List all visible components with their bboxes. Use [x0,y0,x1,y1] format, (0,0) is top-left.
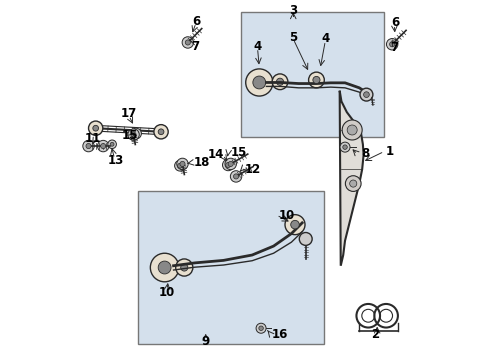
Text: 7: 7 [390,41,398,54]
Text: 11: 11 [85,132,101,145]
Text: 4: 4 [253,40,262,53]
Text: 13: 13 [108,154,124,167]
Circle shape [110,142,114,146]
Circle shape [340,142,350,152]
Text: 16: 16 [272,328,288,341]
Circle shape [234,174,239,179]
Circle shape [131,132,136,137]
Circle shape [347,125,357,135]
Circle shape [345,176,361,192]
Circle shape [313,76,320,84]
Text: 8: 8 [361,147,369,160]
Circle shape [181,264,188,271]
Text: 7: 7 [191,40,199,53]
Circle shape [225,158,237,170]
Circle shape [128,129,139,140]
Text: 6: 6 [391,16,399,29]
Circle shape [180,161,185,166]
Circle shape [390,42,395,47]
Circle shape [176,259,193,276]
Circle shape [89,121,103,135]
Circle shape [83,140,94,152]
Circle shape [158,129,164,135]
Text: 14: 14 [207,148,223,161]
Circle shape [158,261,171,274]
Circle shape [291,220,299,229]
Circle shape [364,92,369,98]
Text: 4: 4 [321,32,329,45]
Circle shape [108,140,117,149]
Circle shape [299,233,312,246]
Bar [138,191,323,344]
Circle shape [177,158,188,170]
Circle shape [343,145,347,149]
Circle shape [272,74,288,90]
Circle shape [285,215,305,235]
Text: 15: 15 [122,129,138,142]
Text: 15: 15 [231,146,247,159]
Text: 1: 1 [386,145,394,158]
Circle shape [150,253,179,282]
Circle shape [256,323,266,333]
Circle shape [222,159,234,171]
Circle shape [228,161,233,166]
Circle shape [387,39,398,50]
Text: 3: 3 [289,4,297,17]
Circle shape [93,125,98,131]
Circle shape [276,78,284,85]
Circle shape [350,180,357,187]
Text: 2: 2 [371,328,379,341]
Circle shape [309,72,324,88]
Circle shape [360,88,373,101]
Circle shape [182,37,194,48]
Circle shape [131,128,142,139]
Circle shape [225,162,231,167]
Text: 10: 10 [159,286,175,299]
Circle shape [154,125,168,139]
Circle shape [230,171,242,182]
Circle shape [245,69,273,96]
Circle shape [100,144,106,149]
Text: 9: 9 [201,335,210,348]
Circle shape [185,40,191,45]
Circle shape [134,131,139,136]
Text: 18: 18 [193,156,210,169]
Text: 12: 12 [245,163,261,176]
Circle shape [174,160,185,171]
Text: 10: 10 [279,209,295,222]
Bar [242,12,384,137]
Polygon shape [340,91,364,266]
Circle shape [259,326,263,330]
Text: 5: 5 [289,31,297,44]
Circle shape [342,120,362,140]
Text: 17: 17 [121,107,137,120]
Text: 6: 6 [193,14,201,27]
Circle shape [86,144,91,149]
Circle shape [253,76,266,89]
Circle shape [98,140,109,152]
Circle shape [177,163,182,168]
